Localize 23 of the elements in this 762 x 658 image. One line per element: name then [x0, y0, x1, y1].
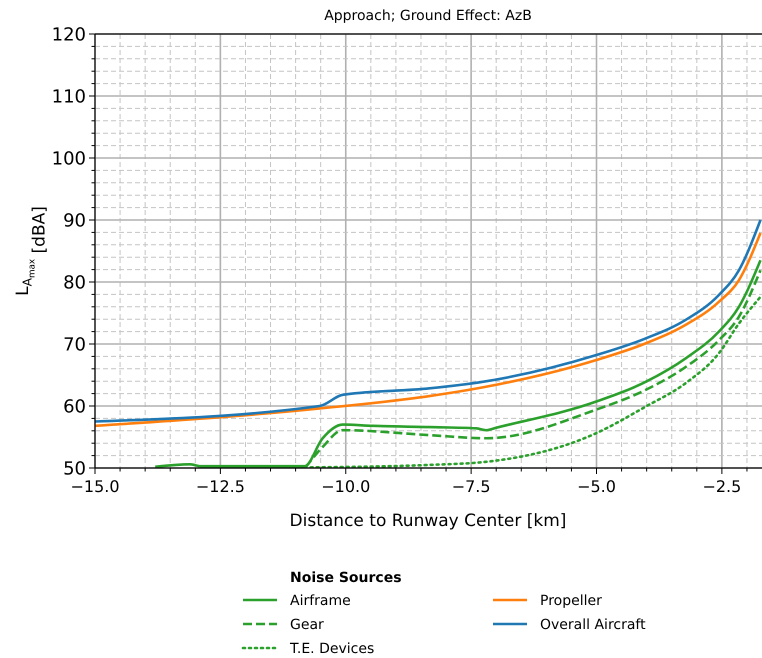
legend-label: Gear [290, 616, 324, 633]
legend-title: Noise Sources [290, 570, 402, 586]
y-tick-label: 60 [63, 396, 86, 418]
x-tick-label: −7.5 [452, 477, 491, 496]
x-tick-label: −2.5 [702, 477, 742, 496]
y-tick-label: 110 [52, 86, 86, 108]
legend-label: Propeller [540, 592, 602, 609]
x-tick-label: −15.0 [70, 477, 120, 496]
legend-label: Airframe [290, 592, 351, 609]
y-tick-label: 100 [52, 148, 86, 170]
y-tick-label: 50 [63, 458, 86, 480]
y-tick-label: 80 [63, 272, 86, 294]
x-tick-label: −5.0 [577, 477, 616, 496]
legend-label: Overall Aircraft [540, 616, 646, 633]
x-tick-label: −12.5 [196, 477, 245, 496]
x-tick-label: −10.0 [321, 477, 370, 496]
y-tick-label: 120 [52, 24, 86, 46]
x-axis-title: Distance to Runway Center [km] [290, 511, 566, 531]
y-tick-label: 90 [63, 210, 86, 232]
line-series [154, 259, 762, 468]
legend-label: T.E. Devices [289, 640, 374, 657]
chart-title: Approach; Ground Effect: AzB [324, 8, 532, 24]
y-tick-label: 70 [63, 334, 86, 356]
